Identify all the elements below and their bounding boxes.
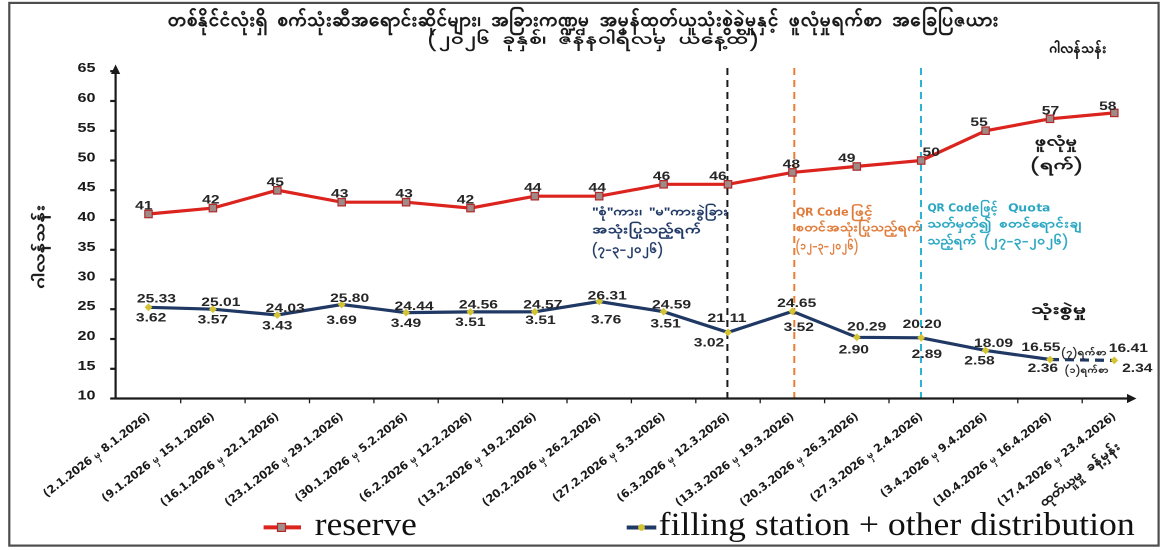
svg-text:3.02: 3.02 (694, 335, 725, 349)
svg-text:24.03: 24.03 (266, 301, 305, 315)
svg-text:3.51: 3.51 (455, 315, 486, 329)
svg-text:24.57: 24.57 (523, 298, 562, 312)
svg-text:25.80: 25.80 (330, 291, 369, 305)
svg-text:26.31: 26.31 (588, 289, 627, 303)
svg-text:25.01: 25.01 (201, 295, 240, 309)
svg-text:45: 45 (267, 175, 285, 189)
svg-text:3.52: 3.52 (784, 320, 815, 334)
svg-text:3.51: 3.51 (525, 313, 556, 327)
svg-text:45: 45 (78, 180, 96, 194)
svg-text:50: 50 (78, 151, 96, 165)
svg-text:41: 41 (135, 199, 153, 213)
svg-text:18.09: 18.09 (974, 336, 1013, 350)
svg-text:3.76: 3.76 (591, 312, 622, 326)
svg-text:reserve: reserve (315, 507, 417, 543)
svg-text:20: 20 (78, 329, 96, 343)
svg-text:3.49: 3.49 (391, 316, 422, 330)
svg-text:40: 40 (78, 210, 96, 224)
svg-text:21.11: 21.11 (707, 311, 746, 325)
svg-text:48: 48 (783, 157, 801, 171)
svg-text:filling station + other distri: filling station + other distribution (659, 507, 1135, 543)
svg-text:16.55: 16.55 (1021, 340, 1060, 354)
svg-text:3.43: 3.43 (262, 318, 293, 332)
svg-text:42: 42 (202, 193, 220, 207)
svg-text:50: 50 (923, 145, 941, 159)
svg-text:55: 55 (78, 121, 96, 135)
svg-text:3.69: 3.69 (326, 313, 357, 327)
svg-text:2.36: 2.36 (1028, 361, 1059, 375)
svg-text:3.57: 3.57 (198, 313, 229, 327)
svg-text:3.51: 3.51 (650, 316, 681, 330)
svg-text:43: 43 (395, 187, 413, 201)
svg-text:24.56: 24.56 (459, 298, 498, 312)
svg-text:44: 44 (524, 181, 542, 195)
svg-text:24.44: 24.44 (395, 299, 434, 313)
svg-text:2.89: 2.89 (912, 347, 943, 361)
svg-text:24.59: 24.59 (652, 298, 691, 312)
svg-text:16.41: 16.41 (1109, 341, 1148, 355)
svg-text:35: 35 (78, 240, 96, 254)
svg-text:43: 43 (331, 187, 349, 201)
svg-text:10: 10 (78, 389, 96, 403)
svg-text:2.90: 2.90 (839, 342, 870, 356)
svg-text:20.20: 20.20 (903, 317, 942, 331)
svg-text:60: 60 (78, 91, 96, 105)
svg-text:65: 65 (78, 61, 96, 75)
svg-text:42: 42 (457, 193, 475, 207)
svg-text:46: 46 (709, 169, 727, 183)
svg-text:44: 44 (589, 181, 607, 195)
svg-text:57: 57 (1042, 103, 1060, 117)
svg-text:46: 46 (653, 169, 671, 183)
svg-text:55: 55 (970, 115, 988, 129)
svg-text:24.65: 24.65 (777, 296, 816, 310)
svg-text:25: 25 (78, 299, 96, 313)
svg-text:20.29: 20.29 (847, 320, 886, 334)
svg-text:15: 15 (78, 359, 96, 373)
svg-text:49: 49 (838, 151, 856, 165)
svg-text:30: 30 (78, 270, 96, 284)
svg-text:25.33: 25.33 (137, 291, 176, 305)
svg-text:3.62: 3.62 (136, 311, 167, 325)
svg-text:2.58: 2.58 (964, 353, 995, 367)
svg-text:2.34: 2.34 (1122, 361, 1153, 375)
svg-text:58: 58 (1099, 99, 1117, 113)
